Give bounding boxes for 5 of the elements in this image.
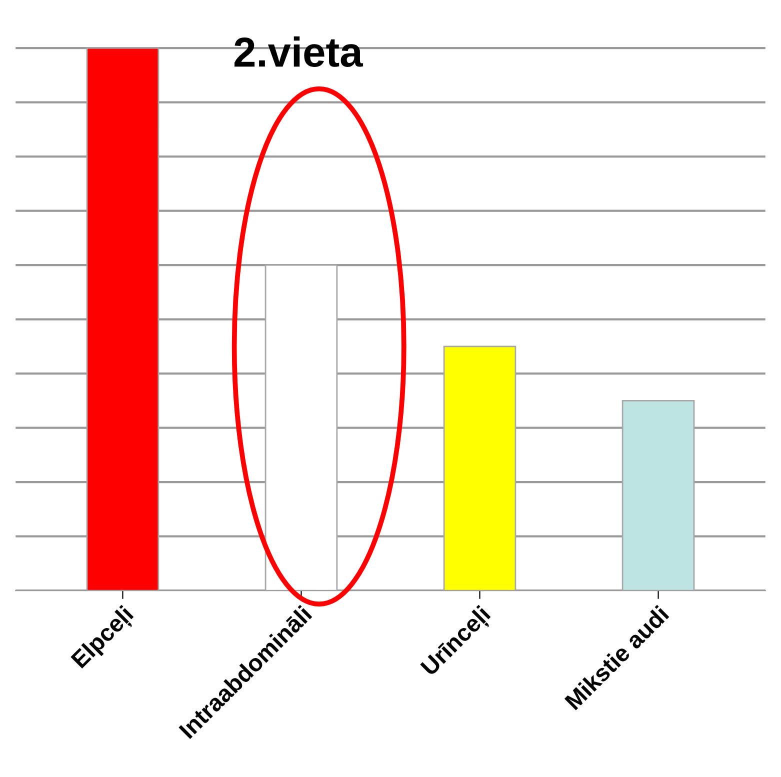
bar [86,47,160,591]
annotation: 2.vieta [234,36,364,67]
bar [264,264,338,591]
bar [622,400,695,591]
bar [443,346,516,591]
